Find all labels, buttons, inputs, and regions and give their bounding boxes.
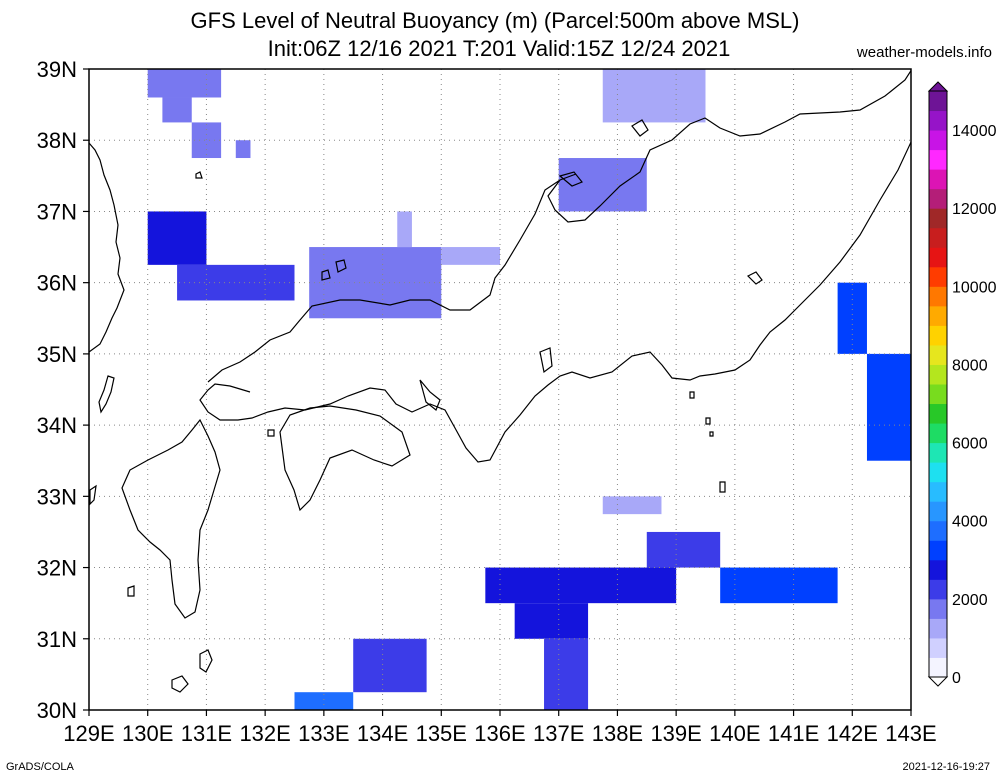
lat-label: 35N — [37, 342, 77, 367]
lon-label: 133E — [298, 721, 349, 746]
lon-label: 139E — [650, 721, 701, 746]
colorbar-segment — [929, 442, 947, 463]
colorbar-segment — [929, 227, 947, 248]
map-title: GFS Level of Neutral Buoyancy (m) (Parce… — [190, 8, 800, 33]
colorbar-segment — [929, 305, 947, 326]
colorbar-segment — [929, 266, 947, 287]
lon-label: 136E — [474, 721, 525, 746]
lon-label: 129E — [63, 721, 114, 746]
colorbar-segment — [929, 364, 947, 385]
buoyancy-cell — [162, 97, 192, 123]
colorbar-segment — [929, 462, 947, 483]
lon-label: 134E — [357, 721, 408, 746]
buoyancy-cell — [602, 496, 662, 515]
colorbar-label: 10000 — [952, 279, 997, 296]
colorbar-segment — [929, 169, 947, 190]
footer-timestamp: 2021-12-16-19:27 — [902, 761, 990, 773]
colorbar-segment — [929, 344, 947, 365]
colorbar-segment — [929, 149, 947, 170]
coastline — [89, 69, 911, 693]
colorbar-label: 8000 — [952, 357, 988, 374]
colorbar: 0 2000 4000 6000 8000 10000 12000 14000 — [927, 81, 997, 687]
buoyancy-cell — [397, 211, 412, 248]
colorbar-segment — [929, 559, 947, 580]
colorbar-segment — [929, 598, 947, 619]
colorbar-segment — [929, 637, 947, 658]
colorbar-segment — [929, 481, 947, 502]
lon-label: 132E — [239, 721, 290, 746]
lon-label: 130E — [122, 721, 173, 746]
colorbar-segment — [929, 579, 947, 600]
lat-label: 39N — [37, 57, 77, 82]
colorbar-segment — [929, 403, 947, 424]
colorbar-segment — [929, 286, 947, 307]
buoyancy-cell — [720, 567, 838, 604]
lat-lon-grid — [89, 69, 911, 710]
colorbar-segment — [929, 384, 947, 405]
buoyancy-cell — [235, 140, 251, 159]
lat-label: 36N — [37, 271, 77, 296]
colorbar-label: 6000 — [952, 436, 988, 453]
lon-label: 131E — [181, 721, 232, 746]
lon-label: 140E — [709, 721, 760, 746]
colorbar-segment — [929, 501, 947, 522]
buoyancy-cell — [191, 122, 222, 159]
lon-label: 135E — [416, 721, 467, 746]
colorbar-max-arrow — [927, 81, 949, 92]
map-subtitle: Init:06Z 12/16 2021 T:201 Valid:15Z 12/2… — [267, 36, 731, 61]
colorbar-segment — [929, 423, 947, 444]
buoyancy-cell — [837, 282, 867, 354]
buoyancy-cell — [866, 353, 911, 461]
buoyancy-cell — [294, 692, 354, 710]
lat-label: 38N — [37, 128, 77, 153]
colorbar-label: 4000 — [952, 514, 988, 531]
colorbar-segment — [929, 657, 947, 678]
buoyancy-cell — [485, 567, 677, 604]
buoyancy-cell — [441, 247, 500, 265]
buoyancy-cell — [147, 211, 207, 265]
colorbar-segment — [929, 130, 947, 151]
site-credit[interactable]: weather-models.info — [856, 44, 992, 61]
buoyancy-cell — [602, 69, 706, 123]
colorbar-segment — [929, 618, 947, 639]
colorbar-segment — [929, 188, 947, 209]
colorbar-frame — [928, 90, 948, 678]
colorbar-segment — [929, 325, 947, 346]
buoyancy-cell — [147, 69, 222, 98]
lat-label: 34N — [37, 413, 77, 438]
colorbar-segment — [929, 540, 947, 561]
lon-label: 143E — [885, 721, 936, 746]
footer-credit: GrADS/COLA — [6, 761, 74, 773]
lon-label: 141E — [768, 721, 819, 746]
colorbar-segment — [929, 91, 947, 112]
buoyancy-cell — [353, 638, 427, 693]
colorbar-min-arrow — [927, 676, 949, 687]
lon-label: 138E — [592, 721, 643, 746]
lat-label: 30N — [37, 698, 77, 723]
colorbar-label: 0 — [952, 670, 961, 687]
buoyancy-cell — [514, 603, 589, 639]
colorbar-segment — [929, 110, 947, 131]
buoyancy-cell — [646, 531, 721, 568]
axes: 129E 130E 131E 132E 133E 134E 135E 136E 137E 138E… — [37, 57, 937, 746]
buoyancy-field — [147, 69, 911, 710]
lat-label: 33N — [37, 484, 77, 509]
colorbar-segment — [929, 520, 947, 541]
lon-label: 142E — [827, 721, 878, 746]
colorbar-label: 14000 — [952, 123, 997, 140]
colorbar-label: 12000 — [952, 201, 997, 218]
lat-label: 31N — [37, 627, 77, 652]
colorbar-segment — [929, 247, 947, 268]
lat-label: 37N — [37, 199, 77, 224]
buoyancy-cell — [544, 638, 589, 710]
buoyancy-cell — [309, 247, 442, 319]
lon-label: 137E — [533, 721, 584, 746]
colorbar-label: 2000 — [952, 592, 988, 609]
lat-label: 32N — [37, 556, 77, 581]
colorbar-segment — [929, 208, 947, 229]
